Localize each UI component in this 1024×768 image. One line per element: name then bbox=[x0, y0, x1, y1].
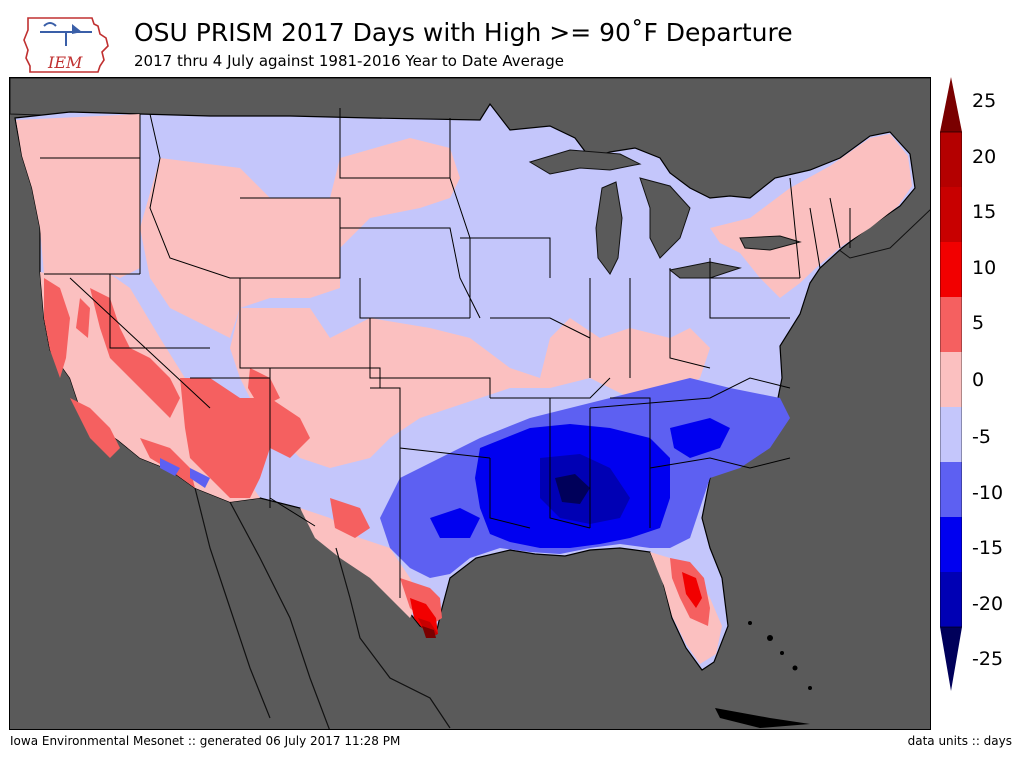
lake-erie bbox=[668, 261, 742, 279]
colorbar-label: -15 bbox=[972, 537, 1004, 559]
footer-units: data units :: days bbox=[907, 734, 1012, 748]
colorbar-bin-20-25 bbox=[940, 132, 962, 187]
colorbar-bin-m10-m5 bbox=[940, 462, 962, 517]
map-canvas bbox=[10, 78, 930, 729]
colorbar-bin-15-20 bbox=[940, 187, 962, 242]
colorbar-label: 10 bbox=[972, 257, 997, 279]
colorbar-bin-m5-0 bbox=[940, 407, 962, 462]
colorbar-label: -25 bbox=[972, 648, 1004, 670]
colorbar-label: -20 bbox=[972, 593, 1004, 615]
layer-below-minus20 bbox=[555, 474, 590, 504]
colorbar-label: 20 bbox=[972, 146, 997, 168]
layer-10-plus bbox=[410, 572, 702, 638]
colorbar-label: -5 bbox=[972, 426, 991, 448]
lake-michigan bbox=[595, 181, 623, 275]
logo-text: IEM bbox=[47, 53, 83, 72]
map-panel bbox=[9, 77, 931, 730]
colorbar-bin-5-10 bbox=[940, 297, 962, 352]
great-lakes bbox=[528, 149, 802, 279]
lake-superior bbox=[528, 149, 642, 175]
chart-title: OSU PRISM 2017 Days with High >= 90˚F De… bbox=[134, 18, 793, 47]
caribbean-islands bbox=[715, 621, 812, 728]
colorbar bbox=[940, 77, 962, 691]
colorbar-label: -10 bbox=[972, 482, 1004, 504]
colorbar-bottom-arrow bbox=[940, 627, 962, 691]
lake-huron bbox=[639, 177, 691, 259]
colorbar-bin-0-5 bbox=[940, 352, 962, 407]
footer-credit: Iowa Environmental Mesonet :: generated … bbox=[10, 734, 401, 748]
lake-ontario bbox=[739, 235, 802, 251]
colorbar-label: 25 bbox=[972, 90, 997, 112]
iem-logo: IEM bbox=[23, 17, 109, 73]
chart-subtitle: 2017 thru 4 July against 1981-2016 Year … bbox=[134, 52, 564, 70]
colorbar-label: 5 bbox=[972, 312, 985, 334]
mexico-coast bbox=[194, 487, 451, 729]
colorbar-label: 15 bbox=[972, 201, 997, 223]
state-borders bbox=[40, 108, 851, 598]
colorbar-top-arrow bbox=[940, 77, 962, 132]
colorbar-bin-m20-m15 bbox=[940, 572, 962, 627]
colorbar-bin-m15-m10 bbox=[940, 517, 962, 572]
colorbar-bin-10-15 bbox=[940, 242, 962, 297]
colorbar-label: 0 bbox=[972, 369, 985, 391]
